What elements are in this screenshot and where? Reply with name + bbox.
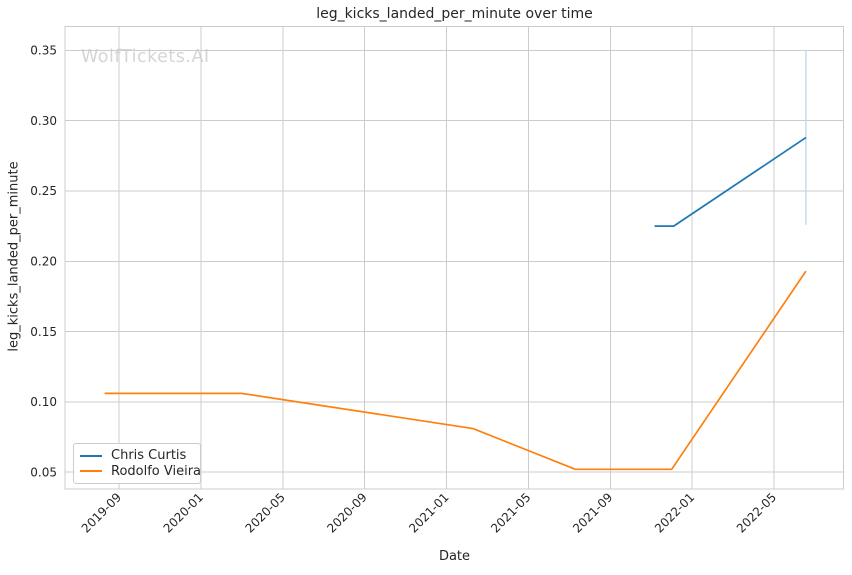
legend-label-rodolfo-vieira: Rodolfo Vieira — [111, 463, 202, 479]
x-axis-label: Date — [438, 549, 471, 564]
x-tick-label: 2021-05 — [488, 490, 533, 535]
legend-line-sample-chris-curtis — [80, 454, 102, 457]
watermark: WolfTickets.AI — [81, 47, 210, 67]
x-tick-label: 2021-09 — [570, 490, 615, 535]
x-tick-label: 2020-05 — [243, 490, 288, 535]
plot-border — [64, 26, 844, 490]
legend-item: Rodolfo Vieira — [80, 464, 201, 480]
y-tick-label: 0.35 — [30, 44, 57, 58]
y-tick-label: 0.05 — [30, 465, 57, 479]
x-tick-label: 2020-01 — [161, 490, 206, 535]
y-tick-label: 0.30 — [30, 114, 57, 128]
x-tick-label: 2022-01 — [652, 490, 697, 535]
y-tick-label: 0.15 — [30, 325, 57, 339]
x-tick-label: 2019-09 — [79, 490, 124, 535]
y-tick-label: 0.25 — [30, 184, 57, 198]
y-axis-label: leg_kicks_landed_per_minute — [6, 161, 22, 352]
legend: Chris Curtis Rodolfo Vieira — [73, 443, 201, 484]
series-line-rodolfo-vieira — [104, 270, 807, 471]
x-tick-label: 2020-09 — [324, 490, 369, 535]
legend-line-sample-rodolfo-vieira — [80, 470, 102, 473]
legend-item: Chris Curtis — [80, 448, 194, 464]
x-tick-label: 2021-01 — [406, 490, 451, 535]
y-tick-label: 0.20 — [30, 254, 57, 268]
legend-label-chris-curtis: Chris Curtis — [111, 448, 187, 464]
x-tick-label: 2022-05 — [734, 490, 779, 535]
series-line-chris-curtis — [654, 136, 807, 227]
y-tick-label: 0.10 — [30, 395, 57, 409]
chart-title: leg_kicks_landed_per_minute over time — [316, 6, 593, 22]
